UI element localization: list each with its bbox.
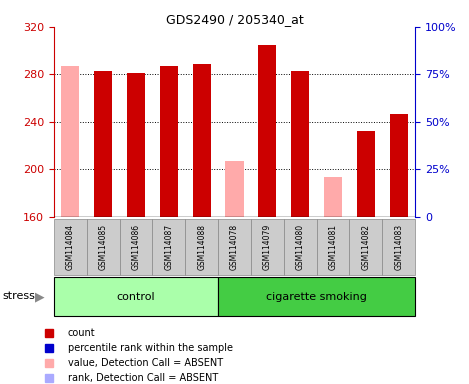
Bar	[54, 219, 87, 275]
Title: GDS2490 / 205340_at: GDS2490 / 205340_at	[166, 13, 303, 26]
Text: GSM114086: GSM114086	[131, 223, 141, 270]
Bar	[390, 114, 408, 217]
Bar	[382, 219, 415, 275]
Bar	[324, 177, 342, 217]
Text: GSM114081: GSM114081	[328, 224, 338, 270]
Bar	[317, 219, 349, 275]
Bar	[185, 219, 218, 275]
Bar	[160, 66, 178, 217]
Bar	[94, 71, 112, 217]
Text: stress: stress	[2, 291, 35, 301]
Text: GSM114084: GSM114084	[66, 223, 75, 270]
Bar	[218, 219, 251, 275]
Bar	[193, 64, 211, 217]
Text: GSM114083: GSM114083	[394, 223, 403, 270]
Bar	[291, 71, 309, 217]
Bar	[218, 277, 415, 316]
Text: GSM114088: GSM114088	[197, 224, 206, 270]
Bar	[349, 219, 382, 275]
Bar	[357, 131, 375, 217]
Text: count: count	[68, 328, 95, 338]
Text: ▶: ▶	[35, 290, 45, 303]
Text: GSM114079: GSM114079	[263, 223, 272, 270]
Text: GSM114078: GSM114078	[230, 223, 239, 270]
Bar	[226, 161, 243, 217]
Bar	[258, 45, 276, 217]
Text: GSM114080: GSM114080	[295, 223, 305, 270]
Text: GSM114085: GSM114085	[98, 223, 108, 270]
Text: GSM114087: GSM114087	[164, 223, 174, 270]
Bar	[61, 66, 79, 217]
Text: GSM114082: GSM114082	[361, 224, 371, 270]
Bar	[54, 277, 218, 316]
Bar	[120, 219, 152, 275]
Bar	[152, 219, 185, 275]
Text: cigarette smoking: cigarette smoking	[266, 291, 367, 302]
Bar	[284, 219, 317, 275]
Bar	[87, 219, 120, 275]
Text: control: control	[117, 291, 155, 302]
Text: rank, Detection Call = ABSENT: rank, Detection Call = ABSENT	[68, 373, 218, 383]
Bar	[127, 73, 145, 217]
Bar	[251, 219, 284, 275]
Text: percentile rank within the sample: percentile rank within the sample	[68, 343, 233, 353]
Text: value, Detection Call = ABSENT: value, Detection Call = ABSENT	[68, 358, 223, 368]
